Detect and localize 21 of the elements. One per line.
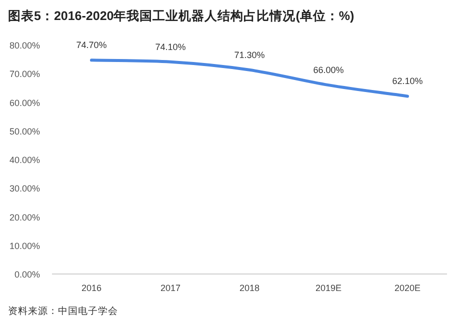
y-tick-label: 20.00% — [9, 212, 40, 222]
text: 74.10% — [155, 42, 186, 52]
text: 71.30% — [234, 50, 265, 60]
text: 资料来源：中国电子学会 — [8, 305, 118, 317]
x-tick-label: 2019E — [315, 283, 342, 293]
text: 62.10% — [392, 76, 423, 86]
x-tick-label: 2016 — [81, 283, 102, 293]
x-tick-label: 2017 — [160, 283, 181, 293]
y-tick-label: 0.00% — [14, 270, 40, 280]
text: 66.00% — [313, 65, 344, 76]
y-tick-label: 80.00% — [9, 40, 40, 50]
y-tick-label: 70.00% — [9, 69, 40, 80]
text: 74.70% — [76, 40, 107, 50]
y-tick-label: 10.00% — [9, 240, 40, 251]
x-tick-label: 2018 — [239, 283, 260, 293]
y-tick-label: 50.00% — [9, 126, 40, 136]
y-tick-label: 30.00% — [9, 184, 40, 194]
y-tick-label: 40.00% — [9, 155, 40, 165]
x-tick-label: 2020E — [394, 283, 421, 293]
y-tick-label: 60.00% — [9, 98, 40, 108]
chart-title: 图表5：2016-2020年我国工业机器人结构占比情况(单位：%) — [8, 8, 354, 23]
